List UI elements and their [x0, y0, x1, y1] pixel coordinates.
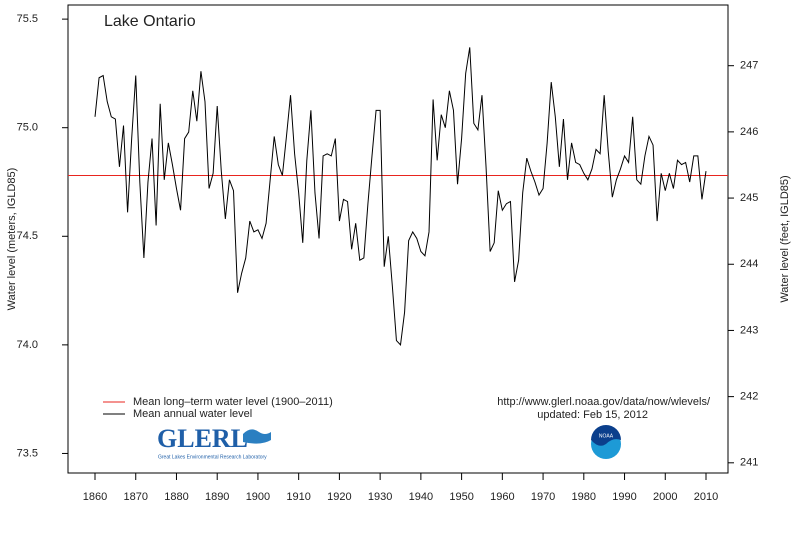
noaa-logo: NOAA: [591, 425, 621, 459]
x-tick-label: 1900: [246, 491, 270, 503]
y-tick-label: 73.5: [17, 447, 38, 459]
legend-label: Mean long–term water level (1900–2011): [133, 396, 333, 408]
x-tick-label: 1870: [123, 491, 147, 503]
x-tick-label: 1980: [572, 491, 596, 503]
y-tick-label: 74.0: [17, 339, 38, 351]
y2-tick-label: 247: [740, 60, 758, 72]
y2-axis-label: Water level (feet, IGLD85): [779, 175, 791, 302]
glerl-logo-text: GLERL: [157, 424, 248, 453]
chart-title: Lake Ontario: [104, 13, 196, 30]
water-level-line: [94, 47, 707, 346]
legend-label: Mean annual water level: [133, 408, 252, 420]
y2-tick-label: 241: [740, 457, 758, 469]
source-url: http://www.glerl.noaa.gov/data/now/wleve…: [497, 396, 711, 408]
y-tick-label: 74.5: [17, 230, 38, 242]
x-tick-label: 2010: [694, 491, 718, 503]
y2-tick-label: 242: [740, 391, 758, 403]
noaa-top: [591, 425, 621, 446]
lakes-icon: [243, 429, 271, 444]
y2-tick-label: 244: [740, 258, 758, 270]
x-tick-label: 1940: [409, 491, 433, 503]
y-axis-label: Water level (meters, IGLD85): [6, 168, 18, 311]
y2-tick-label: 245: [740, 192, 758, 204]
y-tick-label: 75.5: [17, 13, 38, 25]
x-tick-label: 1990: [612, 491, 636, 503]
x-tick-label: 1930: [368, 491, 392, 503]
x-tick-label: 1860: [83, 491, 107, 503]
x-tick-label: 1890: [205, 491, 229, 503]
x-tick-label: 1920: [327, 491, 351, 503]
noaa-text: NOAA: [599, 433, 614, 439]
x-tick-label: 1960: [490, 491, 514, 503]
y2-tick-label: 246: [740, 126, 758, 138]
x-tick-label: 1880: [164, 491, 188, 503]
update-note: updated: Feb 15, 2012: [537, 409, 648, 421]
x-tick-label: 2000: [653, 491, 677, 503]
x-tick-label: 1910: [286, 491, 310, 503]
plot-frame: [67, 4, 729, 474]
y-tick-label: 75.0: [17, 122, 38, 134]
glerl-logo: GLERL Great Lakes Environmental Research…: [157, 424, 271, 460]
y2-tick-label: 243: [740, 324, 758, 336]
x-tick-label: 1950: [449, 491, 473, 503]
x-tick-label: 1970: [531, 491, 555, 503]
glerl-logo-subtitle: Great Lakes Environmental Research Labor…: [158, 454, 267, 460]
